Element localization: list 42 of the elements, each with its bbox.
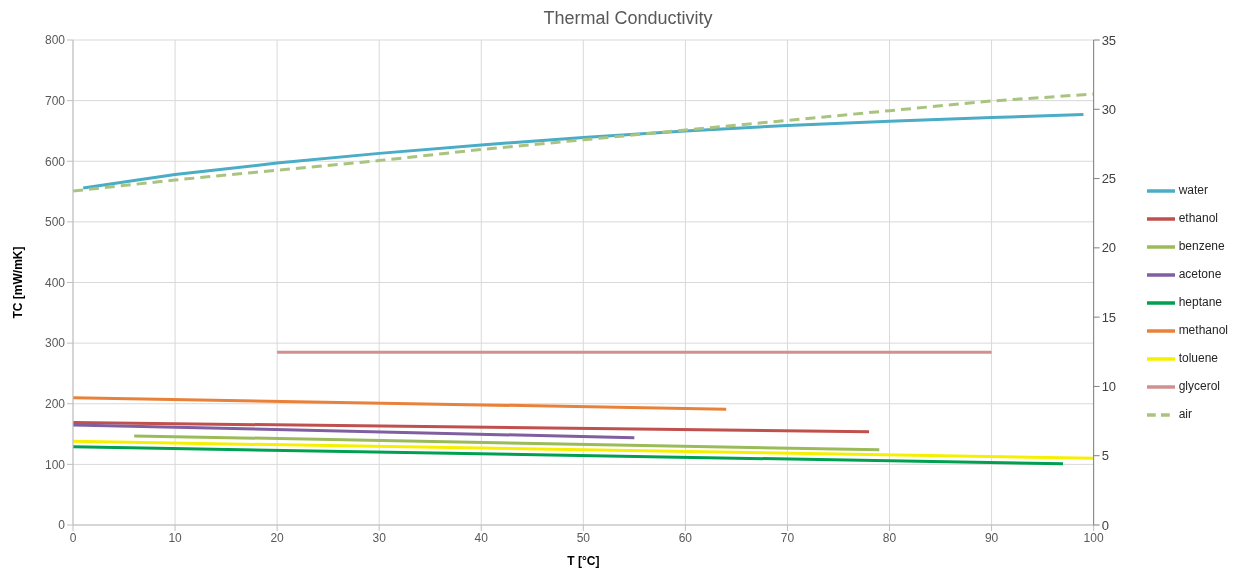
y2-tick-label: 30	[1101, 101, 1117, 117]
y-tick-label: 100	[44, 457, 66, 472]
legend-label: heptane	[1178, 294, 1223, 309]
y-axis-title: TC [mW/mK]	[11, 246, 26, 319]
y2-tick-label: 0	[1101, 517, 1109, 533]
line-series	[73, 92, 1094, 193]
legend-label: methanol	[1178, 322, 1228, 337]
x-tick-label: 0	[69, 530, 77, 545]
y-tick-label: 600	[44, 154, 66, 169]
legend-label: glycerol	[1178, 378, 1220, 393]
y-tick-label: 200	[44, 397, 66, 412]
x-tick-label: 40	[474, 530, 489, 545]
x-tick-label: 100	[1083, 530, 1104, 545]
legend-label: water	[1178, 182, 1208, 197]
legend-label: air	[1178, 406, 1192, 421]
x-tick-label: 60	[678, 530, 693, 545]
y2-tick-label: 35	[1101, 32, 1117, 48]
legend-label: acetone	[1178, 266, 1222, 281]
y2-tick-label: 25	[1101, 171, 1117, 187]
y-tick-label: 400	[44, 275, 66, 290]
y2-tick-label: 5	[1101, 448, 1109, 464]
chart-title: Thermal Conductivity	[542, 8, 714, 30]
x-tick-label: 20	[270, 530, 285, 545]
line-series	[81, 113, 1085, 190]
legend-label: toluene	[1178, 350, 1218, 365]
y-tick-label: 500	[44, 215, 66, 230]
x-tick-label: 50	[576, 530, 591, 545]
y-tick-label: 300	[44, 336, 66, 351]
y2-tick-label: 10	[1101, 379, 1117, 395]
y-tick-label: 700	[44, 93, 66, 108]
y-tick-label: 800	[44, 33, 66, 48]
x-tick-label: 80	[882, 530, 897, 545]
legend-label: ethanol	[1178, 210, 1218, 225]
x-tick-label: 90	[984, 530, 999, 545]
y2-tick-label: 15	[1101, 309, 1117, 325]
x-tick-label: 30	[372, 530, 387, 545]
x-axis-title: T [°C]	[567, 554, 600, 568]
y-tick-label: 0	[58, 518, 66, 533]
x-tick-label: 10	[168, 530, 183, 545]
y2-tick-label: 20	[1101, 240, 1117, 256]
legend-label: benzene	[1178, 238, 1225, 253]
x-tick-label: 70	[780, 530, 795, 545]
